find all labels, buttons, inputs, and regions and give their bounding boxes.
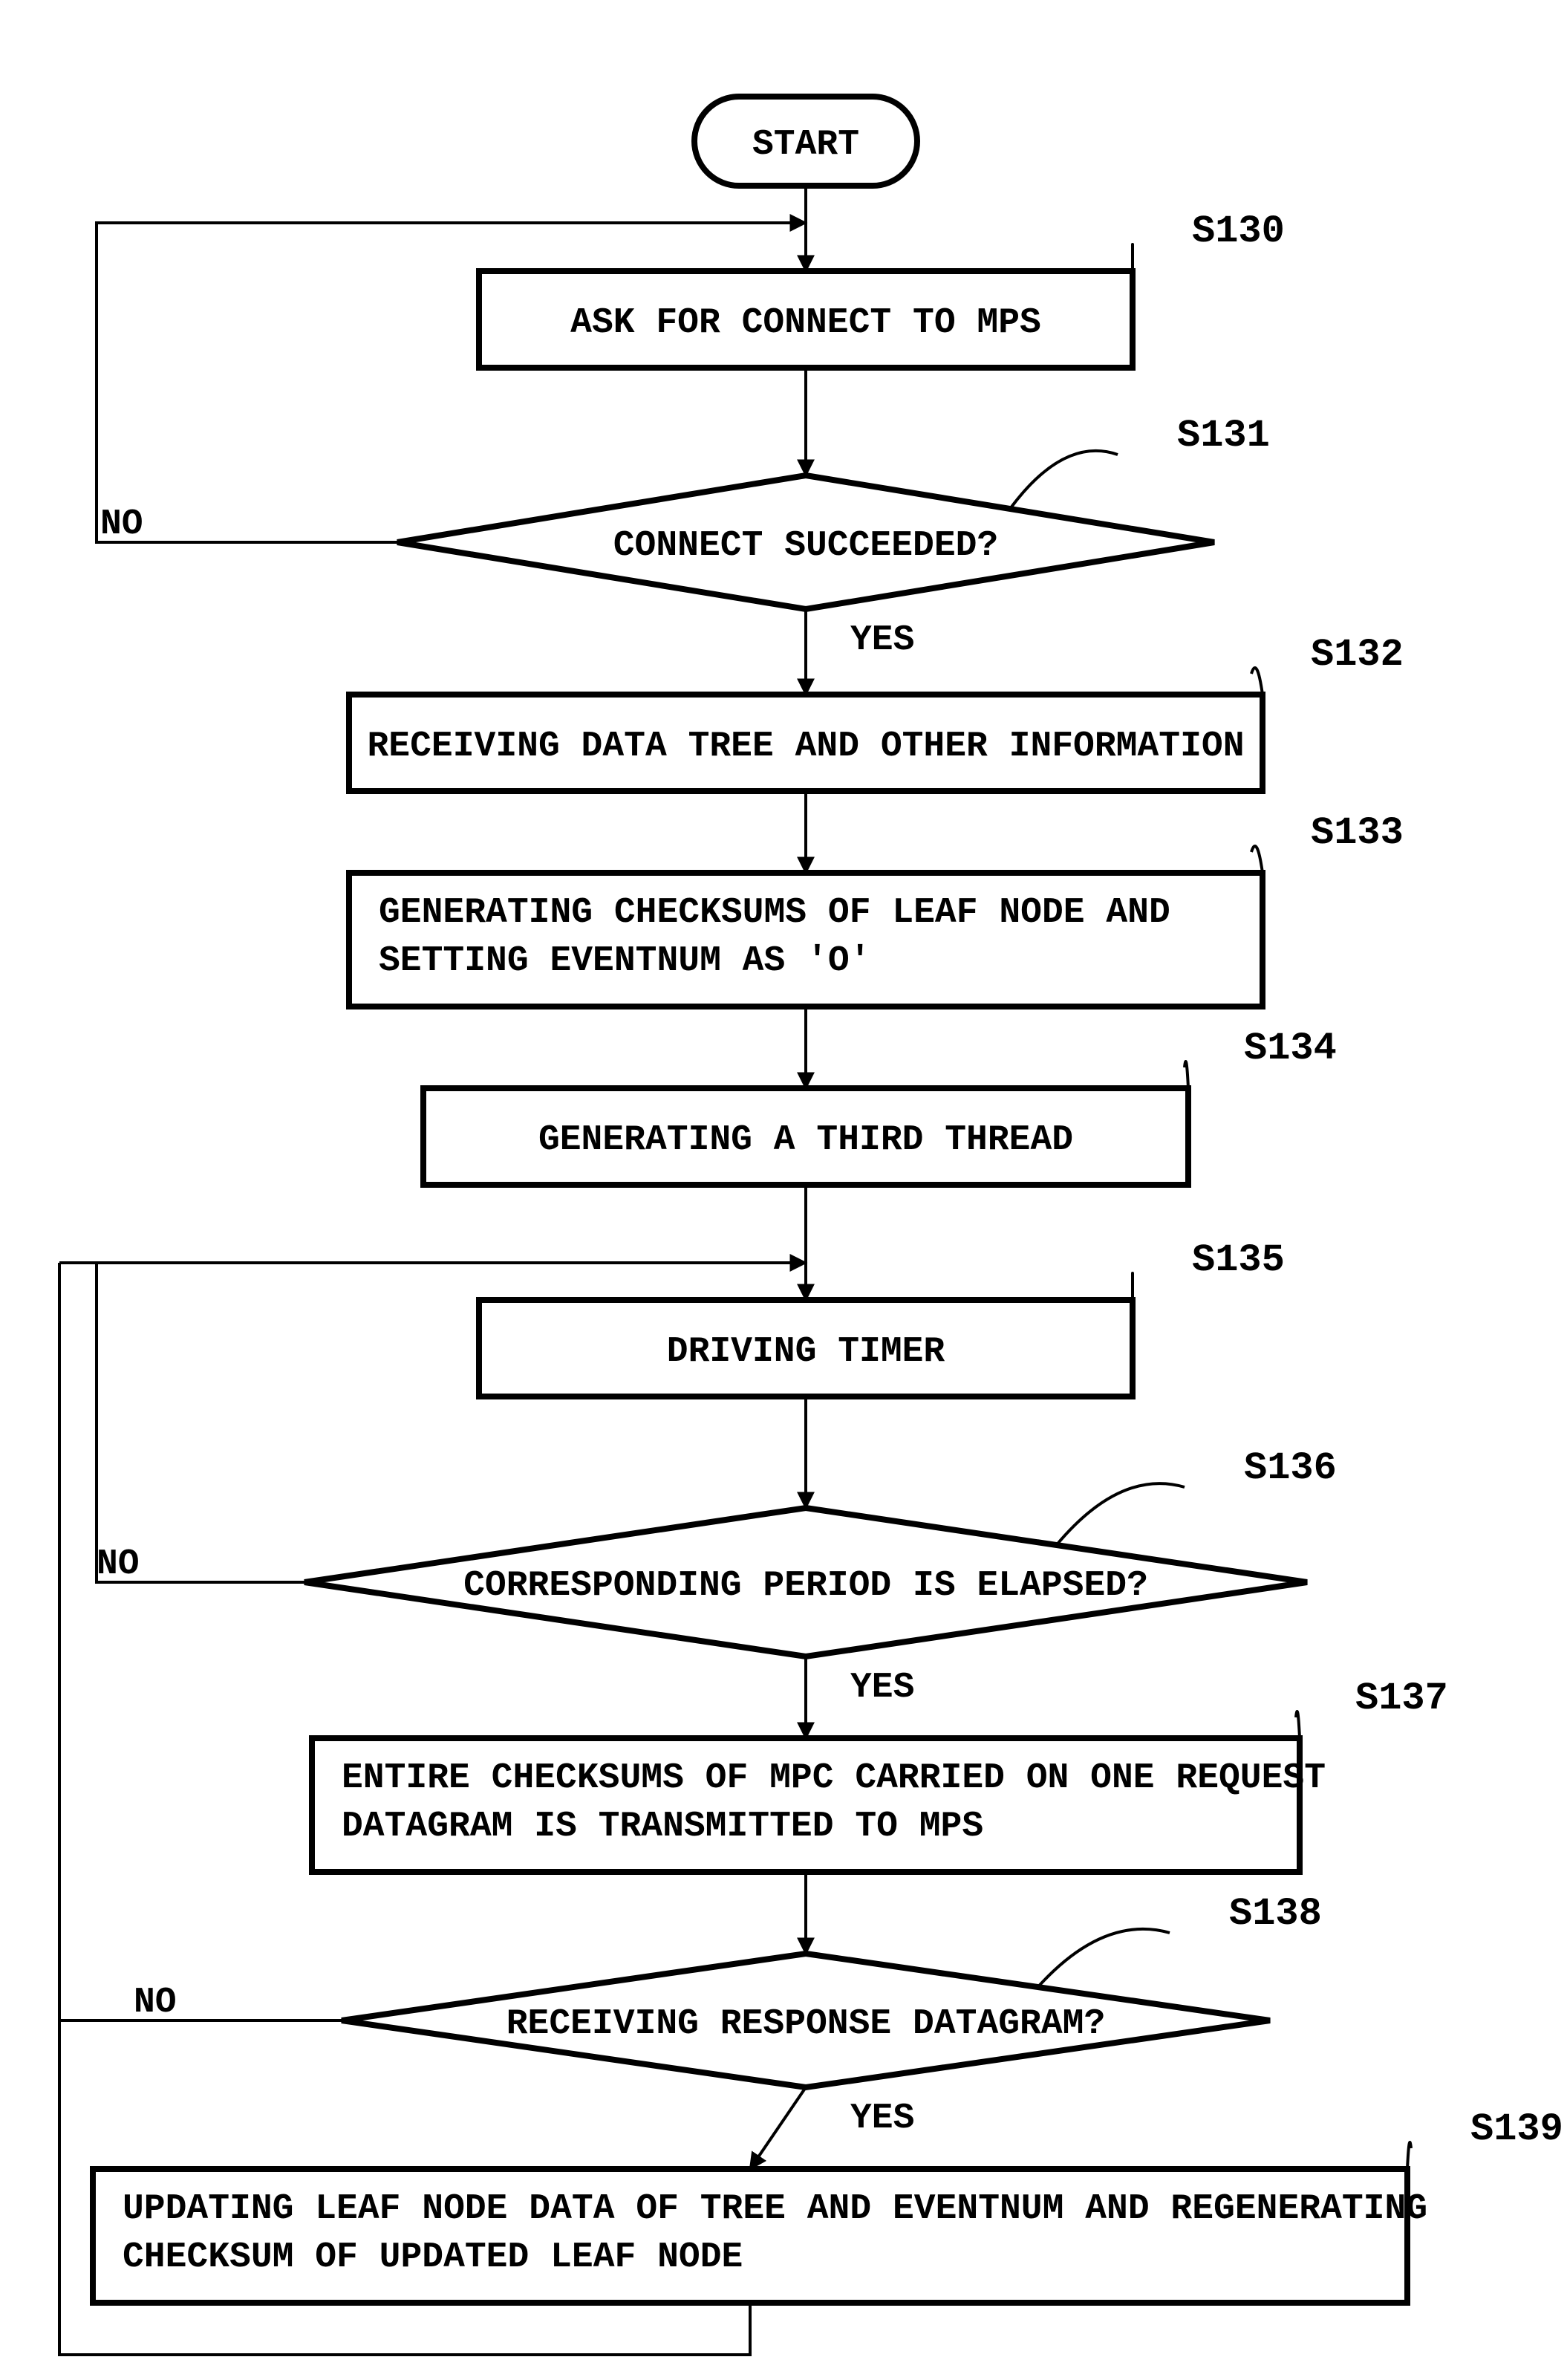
ref-label: S130 (1192, 209, 1285, 253)
node-text: CONNECT SUCCEEDED? (613, 526, 998, 566)
node-s130: ASK FOR CONNECT TO MPS S130 (479, 209, 1285, 368)
ref-label: S134 (1244, 1027, 1337, 1070)
node-text: GENERATING A THIRD THREAD (538, 1120, 1073, 1160)
node-s139: UPDATING LEAF NODE DATA OF TREE AND EVEN… (93, 2107, 1563, 2303)
ref-label: S135 (1192, 1238, 1285, 1282)
ref-label: S133 (1311, 811, 1404, 855)
loop-edge (97, 1263, 806, 1582)
node-s134: GENERATING A THIRD THREAD S134 (423, 1027, 1337, 1185)
edge-label: NO (97, 1544, 140, 1584)
ref-label: S138 (1229, 1892, 1322, 1936)
ref-label: S139 (1470, 2107, 1563, 2151)
edge-label: YES (850, 2098, 914, 2139)
node-text: CORRESPONDING PERIOD IS ELAPSED? (463, 1566, 1148, 1606)
node-text: DATAGRAM IS TRANSMITTED TO MPS (342, 1807, 983, 1847)
node-s138: RECEIVING RESPONSE DATAGRAM? S138 (342, 1892, 1322, 2087)
node-text: UPDATING LEAF NODE DATA OF TREE AND EVEN… (123, 2189, 1427, 2229)
edge-label: NO (100, 504, 143, 544)
node-text: START (752, 125, 859, 165)
ref-label: S137 (1355, 1677, 1448, 1720)
ref-label: S136 (1244, 1446, 1337, 1490)
node-s136: CORRESPONDING PERIOD IS ELAPSED? S136 (304, 1446, 1337, 1656)
ref-label: S131 (1177, 414, 1270, 458)
node-text: CHECKSUM OF UPDATED LEAF NODE (123, 2237, 743, 2277)
node-text: RECEIVING DATA TREE AND OTHER INFORMATIO… (368, 726, 1245, 767)
node-text: DRIVING TIMER (667, 1332, 945, 1372)
node-text: ENTIRE CHECKSUMS OF MPC CARRIED ON ONE R… (342, 1758, 1326, 1798)
loop-edge (59, 1263, 342, 2020)
edge-label: YES (850, 1668, 914, 1708)
ref-label: S132 (1311, 633, 1404, 677)
flowchart-diagram: START ASK FOR CONNECT TO MPS S130 CONNECT S… (0, 0, 1567, 2380)
node-s131: CONNECT SUCCEEDED? S131 (397, 414, 1270, 609)
edge-label: YES (850, 620, 914, 660)
node-start: START (694, 97, 917, 186)
node-text: SETTING EVENTNUM AS 'O' (379, 941, 871, 981)
node-text: GENERATING CHECKSUMS OF LEAF NODE AND (379, 893, 1170, 933)
node-s133: GENERATING CHECKSUMS OF LEAF NODE AND SET… (349, 811, 1404, 1007)
node-text: ASK FOR CONNECT TO MPS (570, 303, 1041, 343)
node-text: RECEIVING RESPONSE DATAGRAM? (506, 2004, 1106, 2044)
edge-label: NO (134, 1983, 177, 2023)
edge (750, 2087, 806, 2169)
